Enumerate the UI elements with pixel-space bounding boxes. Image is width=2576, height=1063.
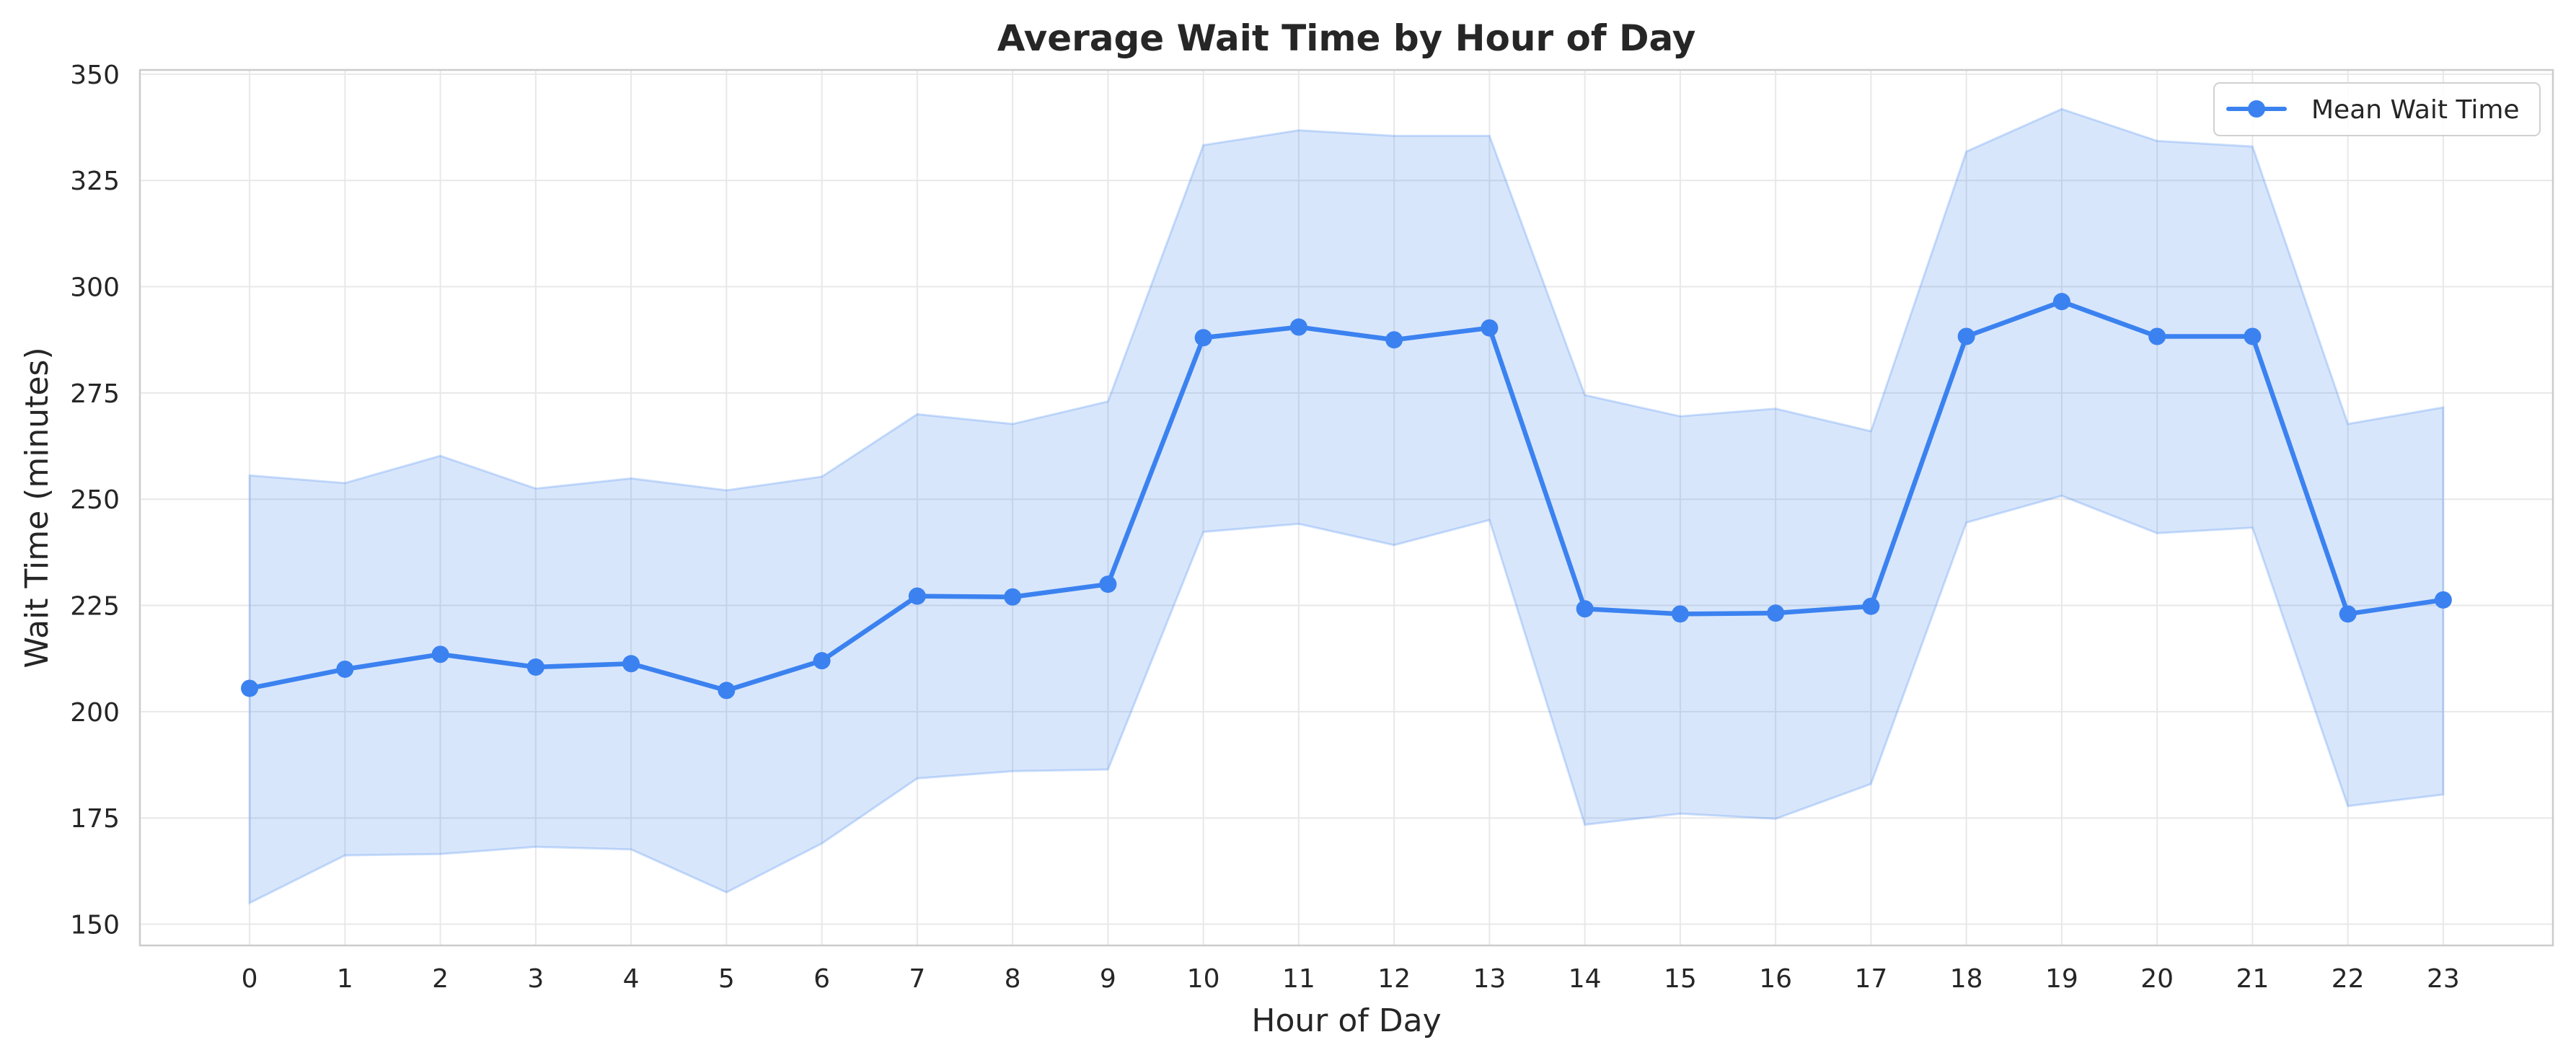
data-point [431, 645, 449, 663]
data-point [336, 660, 354, 678]
y-tick-label: 175 [70, 804, 120, 834]
data-point [2244, 327, 2262, 345]
data-point [1385, 331, 1403, 349]
y-tick-label: 325 [70, 167, 120, 196]
x-tick-label: 6 [813, 964, 830, 994]
data-point [241, 679, 259, 697]
legend-box [2213, 82, 2541, 136]
x-tick-label: 11 [1282, 964, 1315, 994]
x-tick-label: 10 [1187, 964, 1220, 994]
data-point [1767, 604, 1785, 622]
y-tick-label: 225 [70, 592, 120, 622]
y-tick-label: 150 [70, 911, 120, 940]
x-tick-label: 13 [1473, 964, 1506, 994]
y-tick-label: 275 [70, 379, 120, 409]
x-tick-label: 17 [1854, 964, 1887, 994]
data-point [1194, 329, 1212, 347]
x-tick-label: 7 [909, 964, 925, 994]
series-line [249, 299, 2444, 693]
x-tick-label: 1 [337, 964, 353, 994]
chart-title: Average Wait Time by Hour of Day [997, 17, 1696, 59]
x-tick-label: 18 [1950, 964, 1983, 994]
data-point [1481, 319, 1499, 337]
plot-frame [138, 69, 2554, 947]
plot-area [140, 70, 2553, 945]
series-layer [241, 293, 2452, 700]
band-layer [248, 107, 2445, 905]
data-point [1957, 327, 1975, 345]
x-tick-label: 8 [1005, 964, 1021, 994]
y-tick-label: 200 [70, 698, 120, 728]
data-point [1289, 318, 1307, 336]
legend-entry-label: Mean Wait Time [2311, 95, 2520, 125]
data-point [1099, 575, 1117, 594]
legend: Mean Wait Time [2213, 82, 2541, 136]
data-point [908, 587, 926, 605]
x-tick-label: 0 [242, 964, 258, 994]
x-tick-label: 4 [623, 964, 640, 994]
x-tick-label: 5 [718, 964, 735, 994]
x-tick-label: 23 [2427, 964, 2460, 994]
data-point [2434, 591, 2452, 609]
x-tick-label: 19 [2045, 964, 2078, 994]
grid [140, 70, 2553, 945]
x-tick-label: 16 [1759, 964, 1792, 994]
x-tick-label: 15 [1664, 964, 1697, 994]
data-point [1576, 600, 1594, 618]
x-tick-labels: 0 1 2 3 4 5 6 7 8 9 10 11 12 13 14 15 16 17 18 19 20 21 22 23 [242, 964, 2460, 994]
data-point [2052, 293, 2070, 311]
data-point [1862, 597, 1880, 615]
y-tick-label: 300 [70, 273, 120, 303]
x-tick-label: 3 [527, 964, 544, 994]
data-point [622, 655, 640, 673]
data-point [718, 682, 736, 700]
y-axis-label: Wait Time (minutes) [19, 347, 56, 668]
x-axis-label: Hour of Day [1251, 1002, 1441, 1039]
x-tick-label: 20 [2140, 964, 2174, 994]
data-point [2339, 605, 2357, 623]
data-point [2148, 327, 2166, 345]
data-point [813, 652, 831, 670]
x-tick-label: 22 [2332, 964, 2365, 994]
range-band [248, 107, 2445, 905]
data-point [526, 658, 544, 676]
legend-marker-swatch [2248, 100, 2265, 118]
y-tick-label: 250 [70, 485, 120, 515]
y-tick-label: 350 [70, 61, 120, 90]
x-tick-label: 9 [1100, 964, 1116, 994]
x-tick-label: 21 [2236, 964, 2269, 994]
x-tick-label: 14 [1569, 964, 1602, 994]
data-point [1671, 605, 1689, 623]
x-tick-label: 2 [432, 964, 449, 994]
x-tick-label: 12 [1377, 964, 1411, 994]
data-point [1004, 588, 1022, 606]
y-tick-labels: 150 175 200 225 250 275 300 325 350 [70, 61, 120, 940]
